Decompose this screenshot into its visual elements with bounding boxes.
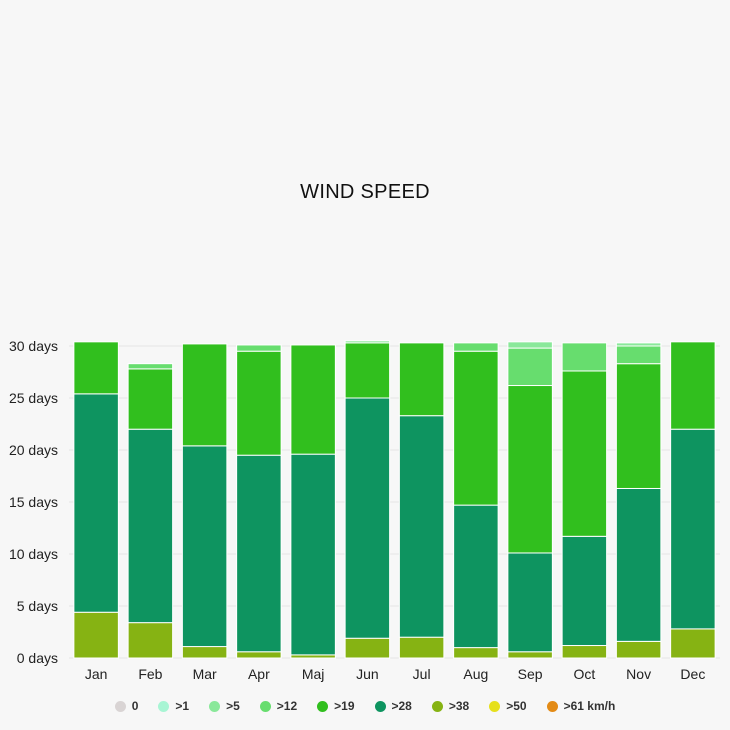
bar-segment[interactable]: [507, 347, 553, 387]
x-tick-label: Sep: [518, 666, 543, 682]
y-tick-label: 0 days: [17, 650, 58, 666]
bar-segment[interactable]: [127, 363, 174, 370]
x-tick-label: Apr: [248, 666, 270, 682]
legend-swatch: [259, 700, 271, 712]
legend-item[interactable]: >1: [158, 699, 189, 713]
legend-label: 0: [131, 699, 139, 713]
bar-segment[interactable]: [453, 647, 499, 659]
legend-swatch: [431, 700, 443, 712]
bar-segment[interactable]: [670, 341, 716, 430]
legend-item[interactable]: >19: [317, 699, 355, 713]
legend-label: >1: [175, 699, 190, 713]
bar-segment[interactable]: [615, 487, 662, 642]
y-tick-label: 15 days: [9, 494, 58, 510]
bar-segment[interactable]: [73, 393, 119, 613]
bar-segment[interactable]: [561, 645, 608, 659]
legend: 0 >1 >5 >12 >19 >28 >38 >50 >61 km/h: [0, 697, 730, 715]
legend-item[interactable]: 0: [114, 699, 139, 713]
bar-segment[interactable]: [73, 611, 119, 659]
legend-item[interactable]: >5: [209, 699, 240, 713]
legend-label: >28: [391, 699, 412, 713]
bar-segment[interactable]: [507, 385, 553, 554]
chart-title: WIND SPEED: [300, 181, 430, 203]
bar-segment[interactable]: [453, 504, 499, 649]
legend-label: >38: [448, 699, 470, 713]
legend-item[interactable]: >12: [259, 699, 298, 713]
bar-segment[interactable]: [344, 637, 391, 659]
bar-segment[interactable]: [290, 344, 336, 455]
legend-swatch: [114, 700, 126, 712]
bar-segment[interactable]: [398, 636, 445, 659]
bar-segment[interactable]: [670, 428, 716, 630]
x-tick-label: Mar: [193, 666, 217, 682]
bar-segment[interactable]: [615, 640, 662, 659]
x-tick-label: Jul: [413, 666, 431, 682]
x-tick-label: Maj: [302, 666, 325, 682]
legend-swatch: [374, 700, 386, 712]
y-tick-label: 25 days: [9, 390, 58, 406]
bar-segment[interactable]: [670, 628, 716, 659]
bar-segment[interactable]: [290, 453, 336, 656]
x-tick-label: Jan: [85, 666, 108, 682]
grid: [69, 345, 720, 659]
legend-label: >19: [334, 699, 355, 713]
bar-segment[interactable]: [236, 350, 282, 456]
bar-segment[interactable]: [615, 345, 662, 365]
bar-segment[interactable]: [236, 651, 282, 659]
bar-segment[interactable]: [561, 370, 608, 537]
y-tick-label: 5 days: [17, 598, 58, 614]
bar-segment[interactable]: [181, 646, 228, 659]
y-tick-label: 30 days: [9, 338, 58, 354]
x-tick-label: Dec: [680, 666, 705, 682]
bar-segment[interactable]: [453, 342, 499, 352]
bar-segment[interactable]: [615, 363, 662, 489]
bar-segment[interactable]: [181, 445, 228, 648]
legend-label: >50: [506, 699, 527, 713]
bar-segment[interactable]: [73, 341, 119, 395]
legend-swatch: [158, 700, 170, 712]
x-tick-label: Jun: [356, 666, 379, 682]
x-tick-label: Feb: [138, 666, 162, 682]
bar-segment[interactable]: [344, 397, 391, 639]
bar-segment[interactable]: [615, 342, 662, 347]
legend-swatch: [317, 700, 329, 712]
y-tick-label: 10 days: [9, 546, 58, 562]
x-tick-label: Aug: [463, 666, 488, 682]
y-axis: 0 days 5 days 10 days 15 days 20 days 25 days…: [9, 338, 58, 666]
bar-segment[interactable]: [236, 454, 282, 653]
bar-segment[interactable]: [127, 622, 174, 659]
legend-label: >61 km/h: [563, 699, 616, 713]
bar-segment[interactable]: [507, 341, 553, 349]
bar-segment[interactable]: [344, 340, 391, 344]
legend-item[interactable]: >50: [489, 699, 527, 713]
bar-segment[interactable]: [398, 415, 445, 638]
legend-swatch: [546, 700, 558, 712]
bar-segment[interactable]: [236, 344, 282, 352]
bar-segment[interactable]: [507, 651, 553, 659]
y-tick-label: 20 days: [9, 442, 58, 458]
bar-segment[interactable]: [181, 343, 228, 447]
x-tick-label: Nov: [626, 666, 651, 682]
bar-segment[interactable]: [127, 368, 174, 430]
legend-swatch: [209, 700, 221, 712]
legend-label: >5: [226, 699, 240, 713]
bar-segment[interactable]: [398, 342, 445, 417]
x-axis: Jan Feb Mar Apr Maj Jun Jul Aug Sep Oct Nov Dec: [85, 666, 705, 682]
bar-segment[interactable]: [453, 350, 499, 506]
legend-swatch: [489, 700, 501, 712]
legend-item[interactable]: >38: [431, 699, 470, 713]
x-tick-label: Oct: [573, 666, 595, 682]
bar-segment[interactable]: [561, 342, 608, 372]
legend-item[interactable]: >61 km/h: [546, 699, 616, 713]
bar-segment[interactable]: [127, 428, 174, 624]
bar-segment[interactable]: [507, 552, 553, 653]
bars: [73, 340, 716, 659]
bar-segment[interactable]: [561, 535, 608, 647]
bar-segment[interactable]: [344, 342, 391, 399]
legend-label: >12: [276, 699, 298, 713]
legend-item[interactable]: >28: [374, 699, 412, 713]
